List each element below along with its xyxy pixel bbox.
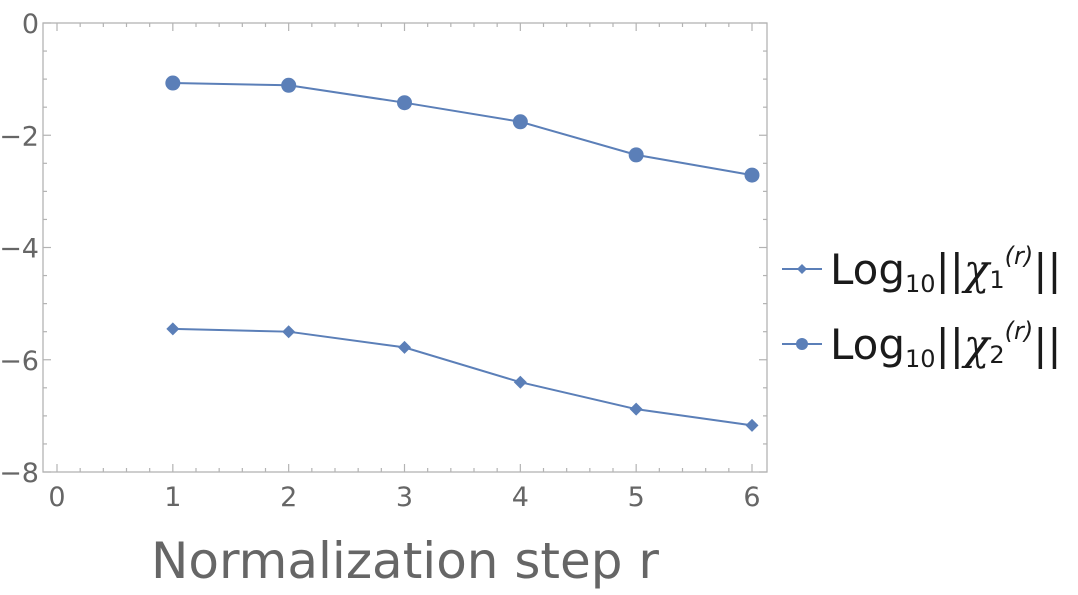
data-point — [282, 325, 296, 339]
x-tick-label: 0 — [48, 482, 65, 513]
data-point — [281, 77, 297, 93]
series-1 — [166, 322, 759, 432]
data-point — [745, 418, 759, 432]
y-tick-label: 0 — [22, 9, 39, 40]
data-point — [513, 375, 527, 389]
legend-label: Log10||χ2(r)|| — [830, 317, 1062, 373]
y-tick-label: −2 — [0, 121, 39, 152]
y-tick-label: −8 — [0, 458, 39, 489]
x-tick-label: 4 — [512, 482, 529, 513]
x-tick-label: 5 — [628, 482, 645, 513]
legend-entry-2: Log10||χ2(r)|| — [782, 317, 1062, 373]
data-point — [744, 167, 760, 183]
x-axis-title: Normalization step r — [151, 532, 659, 590]
series-layer — [165, 75, 760, 432]
plot-frame-rect — [42, 22, 768, 473]
y-tick-label: −4 — [0, 234, 39, 265]
x-tick-label: 2 — [280, 482, 297, 513]
x-tick-label: 1 — [164, 482, 181, 513]
legend-marker — [796, 338, 808, 350]
data-point — [397, 95, 412, 111]
tick-labels: 0 1 2 3 4 5 6 0 −2 −4 −6 −8 — [0, 9, 761, 513]
data-point — [398, 340, 411, 354]
data-point — [512, 114, 528, 130]
x-tick-label: 6 — [743, 482, 760, 513]
data-point — [629, 402, 643, 416]
series-2 — [165, 75, 760, 183]
data-point — [628, 147, 644, 163]
legend-entry-1: Log10||χ1(r)|| — [782, 242, 1062, 298]
legend-marker — [797, 264, 807, 274]
y-tick-label: −6 — [0, 346, 39, 377]
data-point — [166, 322, 180, 336]
series-line — [172, 327, 753, 427]
x-tick-label: 3 — [396, 482, 413, 513]
series-line — [172, 82, 753, 177]
plot-frame — [42, 22, 768, 473]
data-point — [165, 75, 181, 91]
legend-label: Log10||χ1(r)|| — [830, 242, 1062, 298]
axis-ticks — [43, 22, 767, 473]
legend: Log10||χ1(r)|| Log10||χ2(r)|| — [782, 242, 1062, 373]
